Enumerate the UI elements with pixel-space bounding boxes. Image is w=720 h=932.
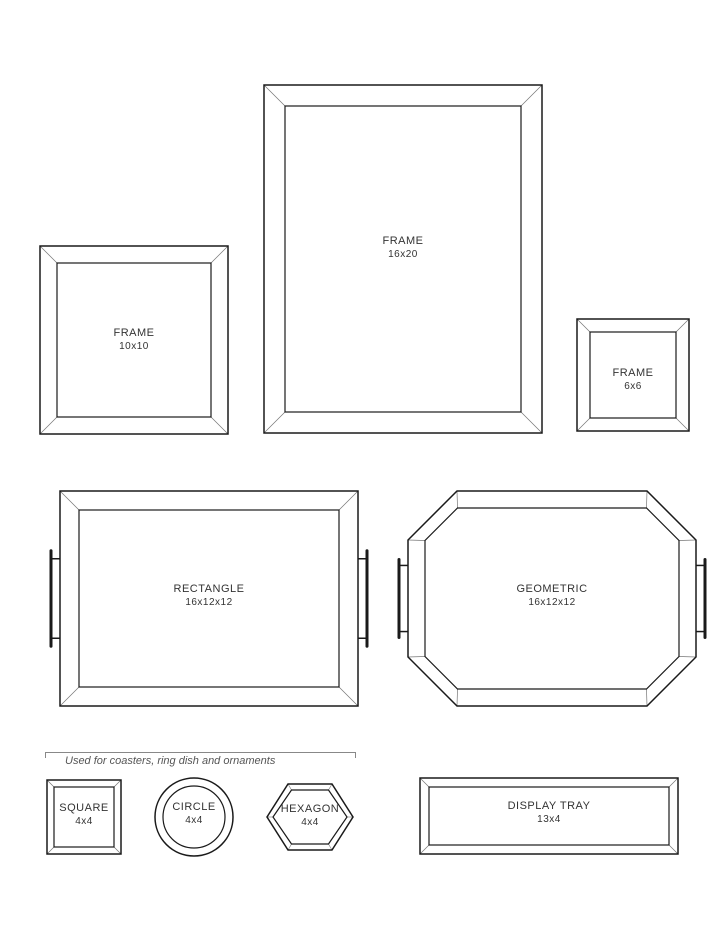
square-size: 4x4 [46,816,122,827]
square-label: SQUARE 4x4 [46,802,122,827]
frame_16x20-name: FRAME [263,235,543,247]
hexagon-size: 4x4 [266,817,354,828]
hexagon-name: HEXAGON [266,803,354,815]
rectangle-label: RECTANGLE 16x12x12 [59,583,359,608]
display_tray-name: DISPLAY TRAY [419,800,679,812]
circle-label: CIRCLE 4x4 [154,801,234,826]
geometric-size: 16x12x12 [407,597,697,608]
frame_10x10-label: FRAME 10x10 [39,327,229,352]
frame_6x6-name: FRAME [576,367,690,379]
circle-size: 4x4 [154,815,234,826]
bracket-right-tick [355,752,356,758]
frame_16x20-label: FRAME 16x20 [263,235,543,260]
geometric-label: GEOMETRIC 16x12x12 [407,583,697,608]
frame_16x20-size: 16x20 [263,249,543,260]
display_tray-size: 13x4 [419,814,679,825]
frame_6x6-label: FRAME 6x6 [576,367,690,392]
caption: Used for coasters, ring dish and ornamen… [65,755,275,767]
frame_10x10-size: 10x10 [39,341,229,352]
frame_6x6-size: 6x6 [576,381,690,392]
bracket-line [45,752,355,753]
circle-name: CIRCLE [154,801,234,813]
hexagon-label: HEXAGON 4x4 [266,803,354,828]
frame_10x10-name: FRAME [39,327,229,339]
geometric-name: GEOMETRIC [407,583,697,595]
display_tray-label: DISPLAY TRAY 13x4 [419,800,679,825]
rectangle-size: 16x12x12 [59,597,359,608]
square-name: SQUARE [46,802,122,814]
rectangle-name: RECTANGLE [59,583,359,595]
